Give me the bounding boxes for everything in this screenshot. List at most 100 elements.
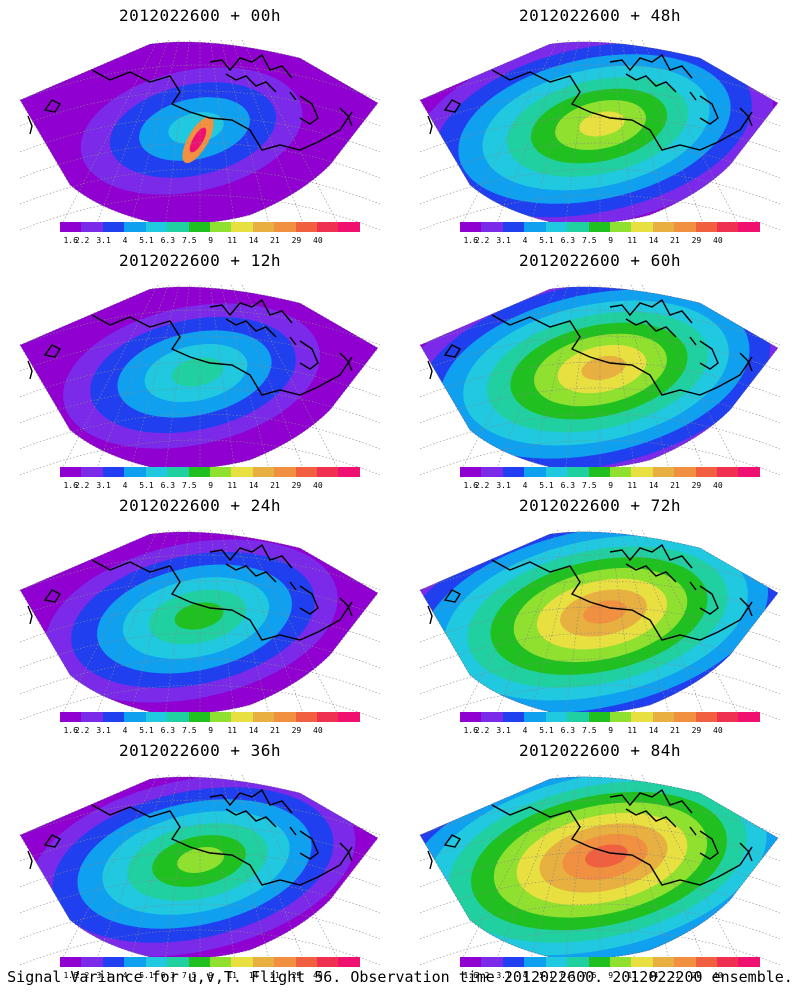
colorbar-tick-label: 7.5 [582, 236, 597, 245]
colorbar-tick-label: 2.2 [74, 236, 90, 245]
colorbar-tick-label: 1.6 [463, 726, 478, 735]
colorbar-tick-label: 40 [313, 481, 323, 490]
variance-map [419, 529, 781, 721]
colorbar-swatch [460, 222, 482, 232]
colorbar-swatch [81, 467, 103, 477]
panel-title: 2012022600 + 72h [518, 496, 682, 515]
colorbar-tick-label: 21 [670, 971, 680, 980]
colorbar-swatch [231, 467, 253, 477]
colorbar-tick-label: 4 [522, 236, 528, 245]
colorbar-tick-label: 6.3 [560, 481, 576, 490]
colorbar-swatch [317, 712, 339, 722]
colorbar-swatch [609, 222, 632, 232]
colorbar-tick-label: 5.1 [539, 481, 554, 490]
colorbar-tick-label: 2.2 [74, 971, 90, 980]
colorbar-tick-label: 7.5 [582, 726, 597, 735]
colorbar-swatch [717, 467, 739, 477]
colorbar-swatch [695, 957, 718, 967]
colorbar-swatch [295, 712, 318, 722]
colorbar-swatch [631, 222, 653, 232]
colorbar-swatch [252, 222, 275, 232]
colorbar [460, 467, 760, 477]
colorbar-swatch [631, 957, 653, 967]
colorbar-tick-label: 40 [313, 236, 323, 245]
colorbar-swatch [674, 957, 696, 967]
colorbar-swatch [124, 222, 146, 232]
colorbar-swatch [460, 712, 482, 722]
colorbar-swatch [231, 957, 253, 967]
colorbar [60, 957, 360, 967]
colorbar-tick-label: 6.3 [560, 726, 576, 735]
colorbar-tick-label: 2.2 [474, 481, 490, 490]
colorbar-swatch [145, 712, 168, 722]
colorbar-tick-label: 29 [291, 481, 302, 490]
colorbar-swatch [102, 222, 125, 232]
colorbar-swatch [124, 957, 146, 967]
colorbar-tick-label: 14 [648, 481, 659, 490]
colorbar-tick-label: 11 [627, 971, 637, 980]
domain-boundary [419, 41, 779, 225]
panel-title: 2012022600 + 24h [118, 496, 282, 515]
colorbar-tick-label: 6.3 [160, 481, 176, 490]
forecast-panel: 2012022600 + 24h 1.6 2.2 3.1 4 5.1 6.3 7.5 9 11 14… [0, 490, 400, 735]
colorbar-swatch [567, 222, 589, 232]
colorbar-swatch [338, 957, 360, 967]
colorbar-tick-label: 29 [291, 726, 302, 735]
colorbar-tick-label: 11 [627, 726, 637, 735]
figure-caption: Signal Variance for u,v,T. Flight 56. Ob… [7, 968, 793, 986]
colorbar-swatch [124, 467, 146, 477]
graticule [419, 529, 781, 721]
colorbar-swatch [295, 467, 318, 477]
colorbar-tick-label: 9 [208, 481, 214, 490]
colorbar-swatch [652, 222, 675, 232]
colorbar-tick-label: 29 [691, 726, 702, 735]
colorbar-swatch [609, 467, 632, 477]
colorbar-labels: 1.6 2.2 3.1 4 5.1 6.3 7.5 9 11 14 21 29 40 [460, 236, 760, 246]
colorbar-labels: 1.6 2.2 3.1 4 5.1 6.3 7.5 9 11 14 21 29 40 [460, 971, 760, 981]
forecast-panel: 2012022600 + 12h 1.6 2.2 3.1 4 5.1 6.3 7.5 9 11 14… [0, 245, 400, 490]
colorbar-tick-label: 4 [122, 971, 128, 980]
coastline [427, 788, 753, 886]
variance-map [419, 284, 781, 476]
coastline [427, 543, 753, 641]
panel-title: 2012022600 + 84h [518, 741, 682, 760]
colorbar [460, 222, 760, 232]
colorbar-tick-label: 7.5 [182, 726, 197, 735]
colorbar-swatch [317, 467, 339, 477]
colorbar-swatch [609, 712, 632, 722]
colorbar-labels: 1.6 2.2 3.1 4 5.1 6.3 7.5 9 11 14 21 29 40 [60, 481, 360, 491]
colorbar-swatch [588, 222, 610, 232]
colorbar-swatch [167, 222, 189, 232]
colorbar-tick-label: 40 [713, 481, 723, 490]
colorbar-tick-label: 29 [291, 236, 302, 245]
graticule [419, 774, 781, 966]
colorbar-tick-label: 11 [227, 971, 237, 980]
colorbar-tick-label: 14 [648, 726, 659, 735]
graticule [19, 284, 381, 476]
colorbar-tick-label: 5.1 [139, 971, 154, 980]
colorbar-tick-label: 21 [270, 236, 280, 245]
colorbar-tick-label: 2.2 [74, 726, 90, 735]
colorbar-swatch [524, 712, 546, 722]
graticule [19, 774, 381, 966]
colorbar-swatch [317, 222, 339, 232]
variance-field [420, 41, 778, 224]
colorbar-swatch [460, 957, 482, 967]
colorbar-swatch [209, 712, 232, 722]
colorbar-swatch [695, 712, 718, 722]
colorbar-labels: 1.6 2.2 3.1 4 5.1 6.3 7.5 9 11 14 21 29 40 [60, 726, 360, 736]
colorbar-swatch [674, 222, 696, 232]
panel-title: 2012022600 + 48h [518, 6, 682, 25]
colorbar-tick-label: 21 [270, 971, 280, 980]
colorbar-swatch [738, 957, 760, 967]
colorbar-tick-label: 7.5 [182, 236, 197, 245]
colorbar-tick-label: 21 [270, 726, 280, 735]
colorbar-swatch [274, 467, 296, 477]
colorbar-swatch [738, 222, 760, 232]
colorbar [60, 467, 360, 477]
variance-map [419, 39, 781, 231]
colorbar-swatch [717, 957, 739, 967]
colorbar-swatch [81, 957, 103, 967]
colorbar-tick-label: 14 [248, 236, 259, 245]
colorbar-tick-label: 29 [691, 971, 702, 980]
